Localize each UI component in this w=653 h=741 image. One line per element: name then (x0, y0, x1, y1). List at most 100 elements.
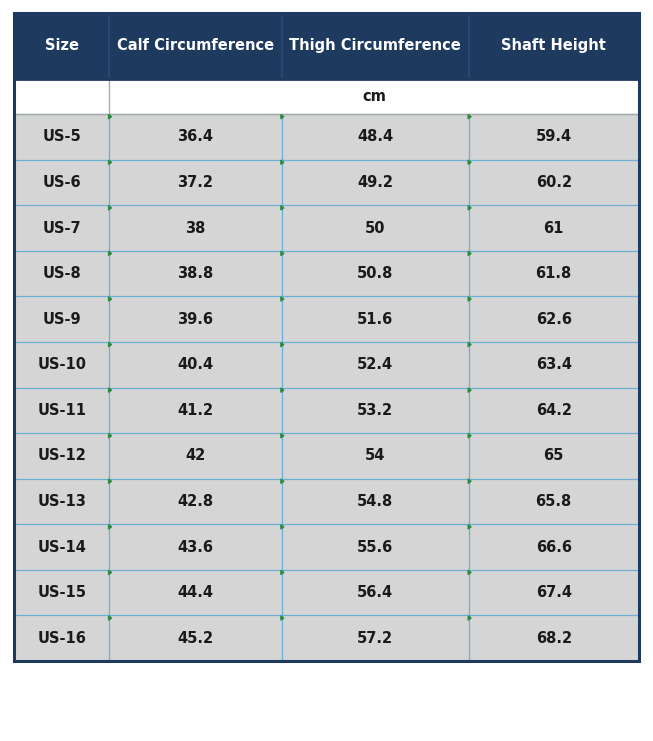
Text: 45.2: 45.2 (178, 631, 214, 645)
Text: 41.2: 41.2 (178, 403, 214, 418)
Bar (14, 13, 109, 79)
Polygon shape (108, 388, 112, 392)
Polygon shape (108, 160, 112, 165)
Text: 49.2: 49.2 (357, 175, 393, 190)
Text: US-6: US-6 (42, 175, 81, 190)
Polygon shape (281, 206, 284, 210)
Text: 53.2: 53.2 (357, 403, 393, 418)
Text: 51.6: 51.6 (357, 312, 393, 327)
Polygon shape (108, 571, 112, 574)
Polygon shape (468, 433, 471, 438)
Text: Shaft Height: Shaft Height (502, 39, 606, 53)
Text: US-10: US-10 (37, 357, 86, 372)
Bar (109, 13, 281, 79)
Text: cm: cm (362, 89, 386, 104)
Bar (14, 525, 639, 570)
Polygon shape (108, 433, 112, 438)
Polygon shape (108, 342, 112, 347)
Text: 37.2: 37.2 (178, 175, 214, 190)
Text: US-8: US-8 (42, 266, 81, 281)
Polygon shape (468, 479, 471, 483)
Text: 57.2: 57.2 (357, 631, 393, 645)
Text: 50.8: 50.8 (357, 266, 393, 281)
Text: 68.2: 68.2 (535, 631, 572, 645)
Text: 54: 54 (365, 448, 385, 463)
Bar (14, 342, 639, 388)
Text: 42: 42 (185, 448, 206, 463)
Polygon shape (468, 388, 471, 392)
Text: 56.4: 56.4 (357, 585, 393, 600)
Text: 62.6: 62.6 (535, 312, 572, 327)
Text: Thigh Circumference: Thigh Circumference (289, 39, 461, 53)
Text: US-13: US-13 (37, 494, 86, 509)
Bar (14, 205, 639, 250)
Text: 38: 38 (185, 221, 206, 236)
Text: 64.2: 64.2 (535, 403, 572, 418)
Polygon shape (108, 115, 112, 119)
Text: US-7: US-7 (42, 221, 81, 236)
Polygon shape (281, 433, 284, 438)
Text: 55.6: 55.6 (357, 539, 393, 554)
Text: Size: Size (45, 39, 79, 53)
Polygon shape (468, 115, 471, 119)
Polygon shape (468, 616, 471, 620)
Text: US-16: US-16 (37, 631, 86, 645)
Text: 50: 50 (365, 221, 385, 236)
Polygon shape (108, 251, 112, 256)
Text: 42.8: 42.8 (178, 494, 214, 509)
Text: 54.8: 54.8 (357, 494, 393, 509)
Bar (14, 433, 639, 479)
Bar (14, 114, 639, 160)
Polygon shape (281, 251, 284, 256)
Text: 66.6: 66.6 (535, 539, 572, 554)
Text: 38.8: 38.8 (177, 266, 214, 281)
Polygon shape (281, 115, 284, 119)
Bar (14, 570, 639, 615)
Text: 36.4: 36.4 (178, 130, 214, 144)
Text: 48.4: 48.4 (357, 130, 393, 144)
Polygon shape (281, 479, 284, 483)
Polygon shape (468, 160, 471, 165)
Text: Calf Circumference: Calf Circumference (117, 39, 274, 53)
Text: US-11: US-11 (37, 403, 86, 418)
Text: 65: 65 (543, 448, 564, 463)
Text: 60.2: 60.2 (535, 175, 572, 190)
Bar (14, 250, 639, 296)
Polygon shape (281, 342, 284, 347)
Text: 61.8: 61.8 (535, 266, 572, 281)
Polygon shape (108, 525, 112, 529)
Polygon shape (281, 616, 284, 620)
Bar (14, 79, 639, 114)
Polygon shape (468, 571, 471, 574)
Text: 67.4: 67.4 (535, 585, 572, 600)
Text: 63.4: 63.4 (535, 357, 572, 372)
Polygon shape (108, 297, 112, 301)
Text: 43.6: 43.6 (178, 539, 214, 554)
Bar (281, 13, 469, 79)
Polygon shape (468, 297, 471, 301)
Bar (14, 388, 639, 433)
Bar (14, 615, 639, 661)
Bar (14, 479, 639, 525)
Polygon shape (281, 297, 284, 301)
Polygon shape (468, 525, 471, 529)
Text: 44.4: 44.4 (178, 585, 214, 600)
Bar (14, 296, 639, 342)
Polygon shape (108, 206, 112, 210)
Polygon shape (281, 160, 284, 165)
Polygon shape (281, 388, 284, 392)
Text: US-15: US-15 (37, 585, 86, 600)
Polygon shape (468, 251, 471, 256)
Polygon shape (468, 342, 471, 347)
Text: 59.4: 59.4 (535, 130, 572, 144)
Polygon shape (108, 616, 112, 620)
Text: 40.4: 40.4 (178, 357, 214, 372)
Polygon shape (281, 525, 284, 529)
Polygon shape (468, 206, 471, 210)
Bar (469, 13, 639, 79)
Text: US-14: US-14 (37, 539, 86, 554)
Text: 52.4: 52.4 (357, 357, 393, 372)
Text: 39.6: 39.6 (178, 312, 214, 327)
Polygon shape (281, 571, 284, 574)
Bar (14, 160, 639, 205)
